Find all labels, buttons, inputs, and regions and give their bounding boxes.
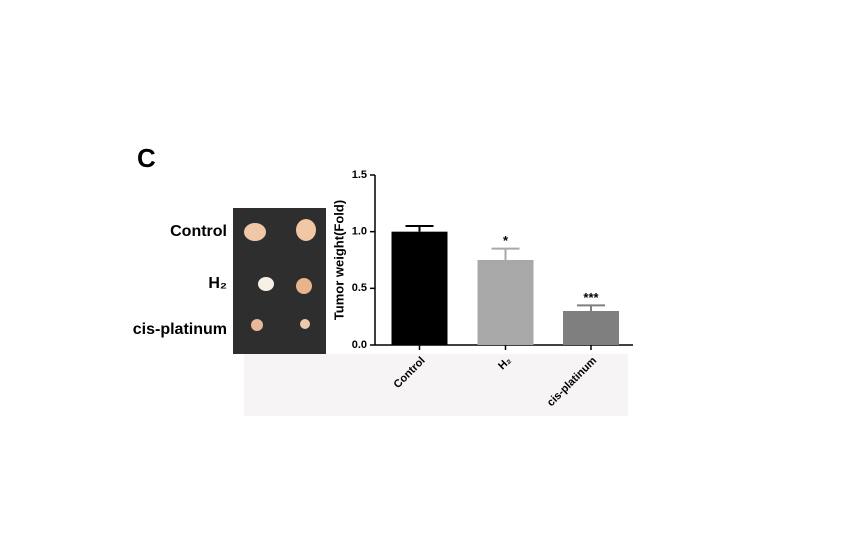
bar [391, 231, 448, 345]
tumor [244, 223, 266, 241]
y-tick-label: 0.0 [352, 339, 367, 351]
y-tick-label: 1.5 [352, 169, 367, 181]
background-smudge [244, 354, 628, 416]
y-axis-label: Tumor weight(Fold) [331, 200, 346, 320]
bar [477, 260, 534, 345]
photo-label: H₂ [208, 275, 227, 292]
tumor [296, 278, 312, 294]
bar [563, 311, 619, 345]
significance-label: *** [583, 290, 599, 305]
panel-label: C [137, 143, 156, 173]
y-tick-label: 1.0 [352, 226, 367, 238]
y-tick-label: 0.5 [352, 282, 367, 294]
tumor [258, 277, 274, 291]
tumor [251, 319, 263, 331]
photo-label: cis-platinum [133, 321, 227, 338]
tumor [300, 319, 310, 329]
tumor-photo [233, 208, 326, 354]
photo-label: Control [170, 223, 227, 240]
tumor [296, 219, 316, 241]
significance-label: * [503, 233, 509, 248]
